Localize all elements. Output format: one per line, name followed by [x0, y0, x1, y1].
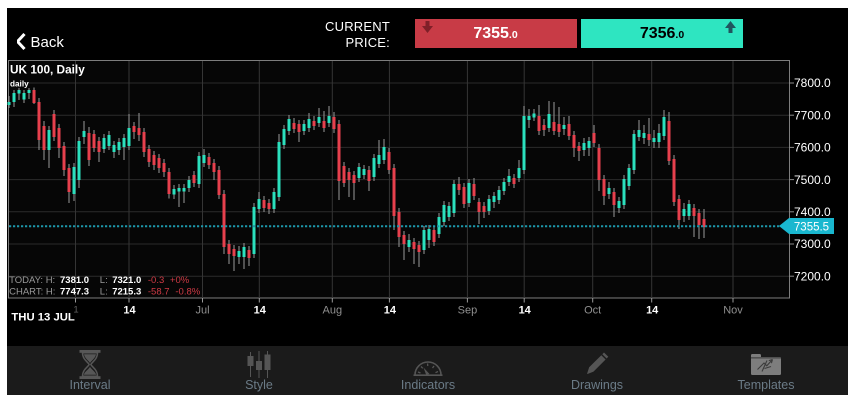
svg-text:7355.5: 7355.5 [794, 222, 829, 234]
svg-text:Jul: Jul [195, 305, 209, 317]
svg-text:14: 14 [384, 305, 397, 317]
svg-text:UK 100, Daily: UK 100, Daily [10, 63, 85, 77]
svg-text:Nov: Nov [723, 305, 743, 317]
svg-text:TODAY: H:7381.0L:7321.0-0.3+0%: TODAY: H: 7381.0 L: 7321.0 -0.3 +0% [9, 275, 190, 286]
svg-text:7500.0: 7500.0 [794, 173, 831, 187]
svg-text:daily: daily [10, 79, 29, 88]
svg-text:7400.0: 7400.0 [794, 205, 831, 219]
svg-text:14: 14 [123, 305, 136, 317]
svg-text:7800.0: 7800.0 [794, 76, 831, 90]
svg-text:14: 14 [646, 305, 659, 317]
svg-text:14: 14 [254, 305, 267, 317]
svg-text:CHART: H:7747.3L:7215.3-58.7-0: CHART: H: 7747.3 L: 7215.3 -58.7 -0.8% [9, 287, 201, 298]
svg-text:7700.0: 7700.0 [794, 108, 831, 122]
svg-text:Oct: Oct [584, 305, 601, 317]
svg-text:14: 14 [519, 305, 532, 317]
svg-text:Aug: Aug [323, 305, 343, 317]
svg-text:7300.0: 7300.0 [794, 237, 831, 251]
svg-text:THU 13 JUL: THU 13 JUL [11, 311, 75, 323]
svg-text:7600.0: 7600.0 [794, 141, 831, 155]
svg-text:1: 1 [73, 305, 78, 316]
svg-text:7200.0: 7200.0 [794, 269, 831, 283]
svg-text:Sep: Sep [458, 305, 478, 317]
